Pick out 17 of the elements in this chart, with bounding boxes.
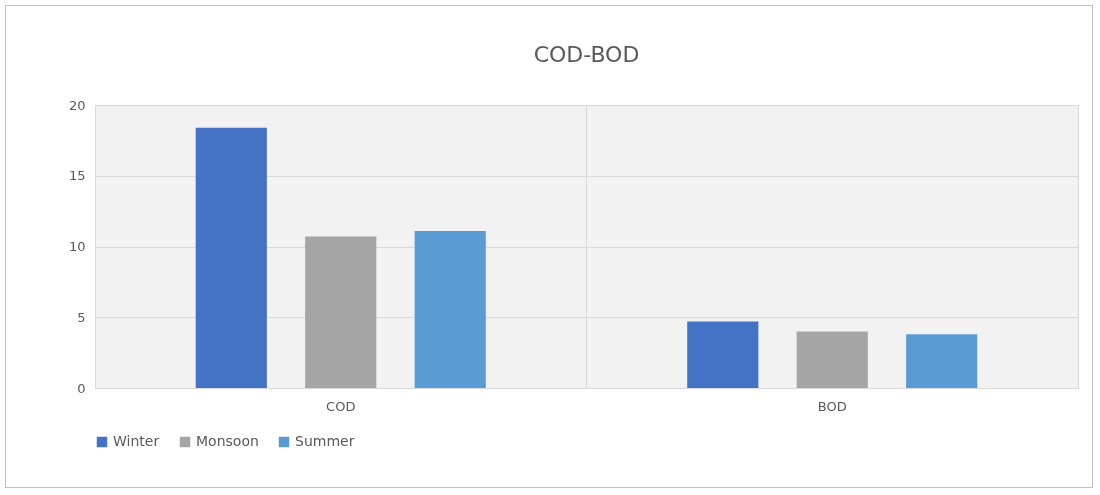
y-tick-label: 10: [68, 239, 86, 254]
x-tick-label: BOD: [817, 398, 847, 414]
bar: [687, 321, 759, 388]
y-tick-label: 15: [68, 168, 86, 184]
y-tick-label: 0: [77, 380, 86, 396]
bar: [305, 236, 377, 388]
bar: [906, 334, 978, 388]
chart-title: COD-BOD: [533, 42, 640, 67]
bar: [414, 230, 486, 388]
legend-label: Monsoon: [196, 433, 259, 449]
legend-label: Summer: [295, 433, 355, 449]
x-tick-label: COD: [326, 398, 356, 414]
legend-label: Winter: [113, 433, 160, 449]
bar: [796, 331, 868, 388]
y-tick-label: 20: [68, 97, 86, 113]
bar: [195, 127, 267, 388]
y-tick-label: 5: [77, 309, 86, 325]
